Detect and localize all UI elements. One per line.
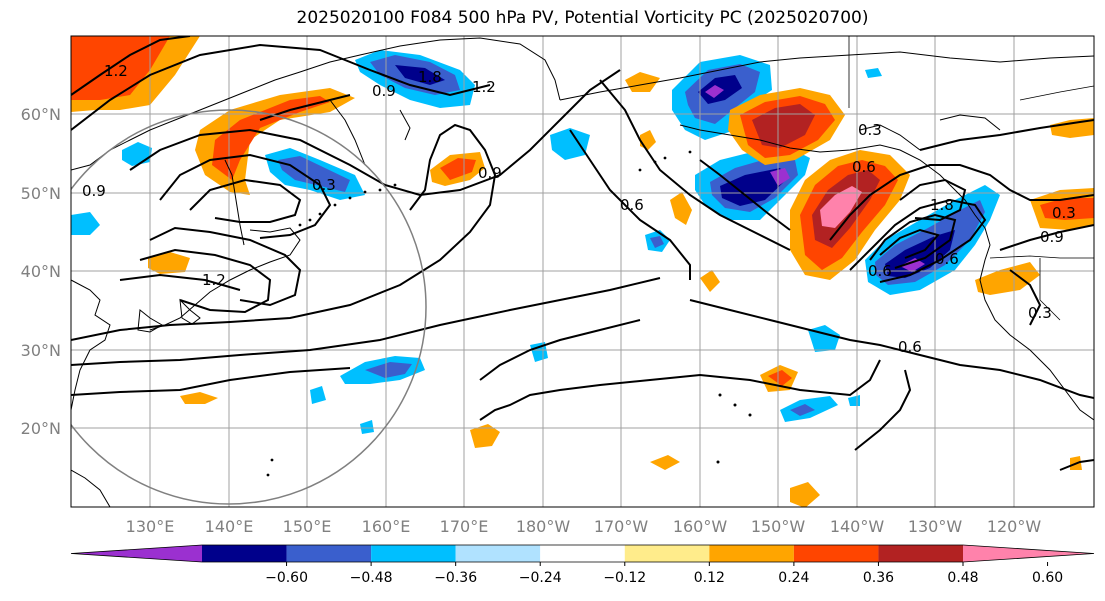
map-frame xyxy=(70,35,1095,508)
lon-tick-label: 150°W xyxy=(751,517,806,536)
lon-tick-label: 140°W xyxy=(830,517,885,536)
graticule xyxy=(71,36,1094,507)
range-circle xyxy=(71,109,427,505)
contour-labels: 1.2 1.8 1.2 0.9 0.9 0.9 0.6 0.3 1.2 0.6 … xyxy=(82,62,1076,356)
colorbar-tick-label: −0.12 xyxy=(603,570,646,586)
colorbar: −0.60 −0.48 −0.36 −0.24 −0.12 0.12 0.24 0.36 0.4… xyxy=(70,544,1095,586)
contour-label: 0.6 xyxy=(868,262,892,280)
lat-axis: 60°N 50°N 40°N 30°N 20°N xyxy=(21,105,61,438)
contour-label: 0.3 xyxy=(858,121,882,139)
lon-tick-label: 160°W xyxy=(673,517,728,536)
lat-tick-label: 30°N xyxy=(21,341,61,360)
lat-tick-label: 40°N xyxy=(21,262,61,281)
pv-anomaly-shading xyxy=(71,36,1094,507)
colorbar-swatch xyxy=(286,545,372,562)
lon-tick-label: 130°E xyxy=(126,517,175,536)
lon-tick-label: 140°E xyxy=(205,517,254,536)
colorbar-tick-label: 0.12 xyxy=(694,570,725,586)
contour-label: 0.6 xyxy=(935,250,959,268)
colorbar-tick-label: −0.60 xyxy=(265,570,308,586)
contour-label: 0.9 xyxy=(478,164,502,182)
contour-label: 0.9 xyxy=(372,82,396,100)
colorbar-tick-label: −0.36 xyxy=(434,570,477,586)
lon-tick-label: 150°E xyxy=(283,517,332,536)
colorbar-swatch xyxy=(709,545,794,562)
colorbar-swatch xyxy=(371,545,456,562)
contour-label: 0.3 xyxy=(1028,304,1052,322)
colorbar-swatch xyxy=(71,545,202,562)
contour-label: 1.2 xyxy=(202,271,226,289)
lon-tick-label: 180°W xyxy=(516,517,571,536)
colorbar-swatch xyxy=(624,545,710,562)
colorbar-swatch xyxy=(963,545,1094,562)
colorbar-swatch xyxy=(202,545,287,562)
lon-tick-label: 160°E xyxy=(362,517,411,536)
contour-label: 1.2 xyxy=(104,62,128,80)
contour-label: 0.9 xyxy=(82,182,106,200)
lat-tick-label: 60°N xyxy=(21,105,61,124)
contour-label: 0.6 xyxy=(620,196,644,214)
colorbar-swatch xyxy=(793,545,879,562)
contour-label: 1.8 xyxy=(930,196,954,214)
contour-label: 0.3 xyxy=(1052,204,1076,222)
lon-tick-label: 120°W xyxy=(987,517,1042,536)
colorbar-tick-label: 0.36 xyxy=(863,570,894,586)
colorbar-outline xyxy=(70,544,1095,563)
contour-label: 0.9 xyxy=(1040,228,1064,246)
map-title: 2025020100 F084 500 hPa PV, Potential Vo… xyxy=(296,8,869,28)
colorbar-tick-label: 0.60 xyxy=(1032,570,1063,586)
lat-tick-label: 50°N xyxy=(21,184,61,203)
coastlines xyxy=(71,37,1094,507)
contour-label: 1.2 xyxy=(472,78,496,96)
colorbar-tick-label: 0.48 xyxy=(947,570,978,586)
lat-tick-label: 20°N xyxy=(21,419,61,438)
borders xyxy=(848,36,1094,321)
lon-axis: 130°E 140°E 150°E 160°E 170°E 180°W 170°… xyxy=(126,517,1042,536)
colorbar-swatch xyxy=(540,545,625,562)
lon-tick-label: 170°E xyxy=(440,517,489,536)
contour-label: 0.6 xyxy=(898,338,922,356)
colorbar-swatch xyxy=(455,545,541,562)
lon-tick-label: 170°W xyxy=(594,517,649,536)
colorbar-tick-label: −0.24 xyxy=(519,570,562,586)
lon-tick-label: 130°W xyxy=(908,517,963,536)
colorbar-swatch xyxy=(878,545,963,562)
colorbar-tick-label: 0.24 xyxy=(778,570,809,586)
contour-label: 1.8 xyxy=(418,68,442,86)
contour-label: 0.6 xyxy=(852,158,876,176)
pv-contours xyxy=(71,36,1094,471)
contour-label: 0.3 xyxy=(312,176,336,194)
colorbar-tick-label: −0.48 xyxy=(350,570,393,586)
